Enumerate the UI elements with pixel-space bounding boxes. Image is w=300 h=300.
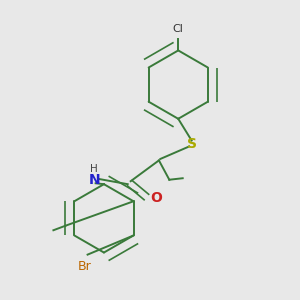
Text: Cl: Cl <box>173 24 184 34</box>
Text: O: O <box>151 190 163 205</box>
Text: H: H <box>90 164 98 174</box>
Text: S: S <box>187 137 196 151</box>
Text: Br: Br <box>78 260 92 273</box>
Text: N: N <box>89 173 101 187</box>
